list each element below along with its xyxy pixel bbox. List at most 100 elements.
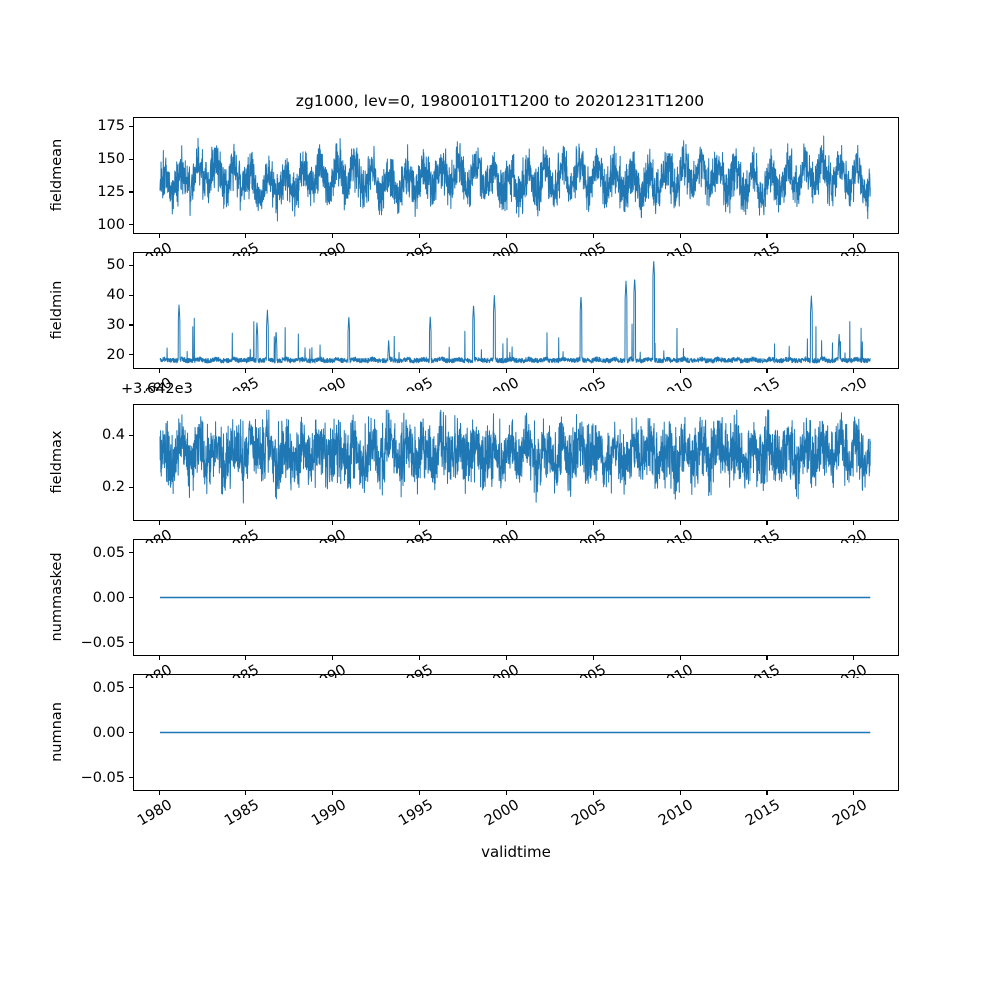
xtick-mark [592, 234, 594, 238]
subplot-nummasked [133, 539, 899, 656]
xtick-mark [332, 656, 334, 660]
xtick-label: 1995 [376, 240, 436, 256]
subplot-fieldmax [133, 404, 899, 521]
xtick-label: 2015 [743, 797, 783, 830]
xtick-mark [332, 521, 334, 525]
xtick-label-group: 1980 1985 1990 1995 2000 2005 2010 2015 2020 [0, 236, 1000, 256]
xtick-mark [158, 521, 160, 525]
xtick-mark [419, 234, 421, 238]
xtick-label: 1980 [115, 240, 175, 256]
xtick-mark [245, 234, 247, 238]
xtick-mark [245, 656, 247, 660]
subplot-fieldmean [133, 117, 899, 234]
xtick-label: 2000 [462, 240, 522, 256]
ytick-label: 125 [97, 183, 125, 200]
ytick-label: 50 [106, 257, 125, 274]
xtick-label: 1990 [308, 797, 349, 830]
xtick-label: 2005 [549, 240, 609, 256]
xtick-label: 2000 [462, 375, 522, 391]
xtick-mark [505, 234, 508, 238]
xtick-mark [592, 791, 594, 795]
xtick-label: 1985 [202, 662, 262, 678]
xtick-mark [853, 369, 855, 373]
ytick-mark [129, 191, 133, 193]
xtick-label: 1990 [289, 240, 349, 256]
xtick-label: 1995 [395, 797, 436, 830]
ytick-label: 0.4 [101, 427, 125, 444]
xtick-label: 2000 [462, 662, 522, 678]
xtick-mark [419, 791, 421, 795]
xtick-label: 2010 [636, 375, 696, 391]
ytick-label: 0.2 [101, 479, 125, 496]
xtick-label: 1980 [135, 797, 176, 830]
xtick-label: 2015 [723, 662, 783, 678]
xtick-mark [158, 369, 160, 373]
xtick-label: 2005 [549, 527, 609, 543]
xtick-mark [332, 369, 334, 373]
xtick-mark [505, 521, 508, 525]
xtick-mark [766, 521, 768, 525]
ytick-mark [129, 324, 133, 326]
ylabel-nummasked: nummasked [49, 551, 65, 642]
xtick-label: 2015 [723, 375, 783, 391]
ytick-mark [129, 294, 133, 296]
ytick-mark [129, 264, 133, 266]
ytick-label: 175 [97, 118, 125, 135]
figure-title: zg1000, lev=0, 19800101T1200 to 20201231… [295, 92, 705, 110]
axes-frame-fieldmax [133, 404, 899, 521]
xtick-label: 2005 [569, 797, 610, 830]
xtick-label: 1990 [289, 662, 349, 678]
ytick-mark [129, 687, 133, 689]
ytick-label: 0.05 [92, 679, 125, 696]
xtick-label: 2020 [829, 797, 870, 830]
ytick-label: 30 [106, 316, 125, 333]
xtick-mark [245, 521, 247, 525]
xtick-label: 2000 [462, 527, 522, 543]
xtick-mark [592, 369, 594, 373]
plot-line-nummasked [134, 540, 898, 655]
ytick-label: −0.05 [80, 769, 125, 786]
xtick-label-group: 1980 1985 1990 1995 2000 2005 2010 2015 2020 [0, 523, 1000, 543]
xtick-mark [679, 369, 681, 373]
ytick-mark [129, 224, 133, 226]
ytick-mark [129, 125, 133, 127]
xtick-label: 2000 [482, 797, 523, 830]
xtick-mark [158, 791, 160, 795]
ytick-label: 40 [106, 287, 125, 304]
plot-line-fieldmin [134, 253, 898, 368]
xtick-label: 1985 [221, 797, 262, 830]
xtick-mark [766, 234, 768, 238]
ytick-label: 100 [97, 216, 125, 233]
xtick-label: 1980 [115, 662, 175, 678]
ytick-label: −0.05 [80, 634, 125, 651]
axes-frame-fieldmean [133, 117, 899, 234]
ytick-label: 0.00 [92, 724, 125, 741]
xtick-mark [679, 234, 681, 238]
xtick-label: 1985 [202, 527, 262, 543]
xtick-mark [766, 791, 768, 795]
xtick-label-group: 1980 1985 1990 1995 2000 2005 2010 2015 2020 [0, 371, 1000, 391]
xtick-mark [419, 656, 421, 660]
subplot-numnan [133, 674, 899, 791]
xtick-mark [853, 234, 855, 238]
plot-line-fieldmax [134, 405, 898, 520]
xtick-label: 1995 [376, 662, 436, 678]
xtick-label: 2020 [810, 527, 870, 543]
xtick-mark [853, 791, 855, 795]
xtick-label: 2015 [723, 240, 783, 256]
xtick-label: 2005 [549, 662, 609, 678]
xtick-mark [592, 656, 594, 660]
xtick-label: 1990 [289, 527, 349, 543]
xtick-label: 1990 [289, 375, 349, 391]
xtick-label: 1985 [202, 375, 262, 391]
xtick-label: 2015 [723, 527, 783, 543]
yaxis-offset-text: +3.642e3 [121, 381, 193, 397]
xtick-label: 2005 [549, 375, 609, 391]
xtick-mark [158, 656, 160, 660]
xtick-label: 2020 [810, 240, 870, 256]
axes-frame-fieldmin [133, 252, 899, 369]
xtick-mark [853, 521, 855, 525]
ytick-mark [129, 552, 133, 554]
xtick-label: 2010 [636, 240, 696, 256]
